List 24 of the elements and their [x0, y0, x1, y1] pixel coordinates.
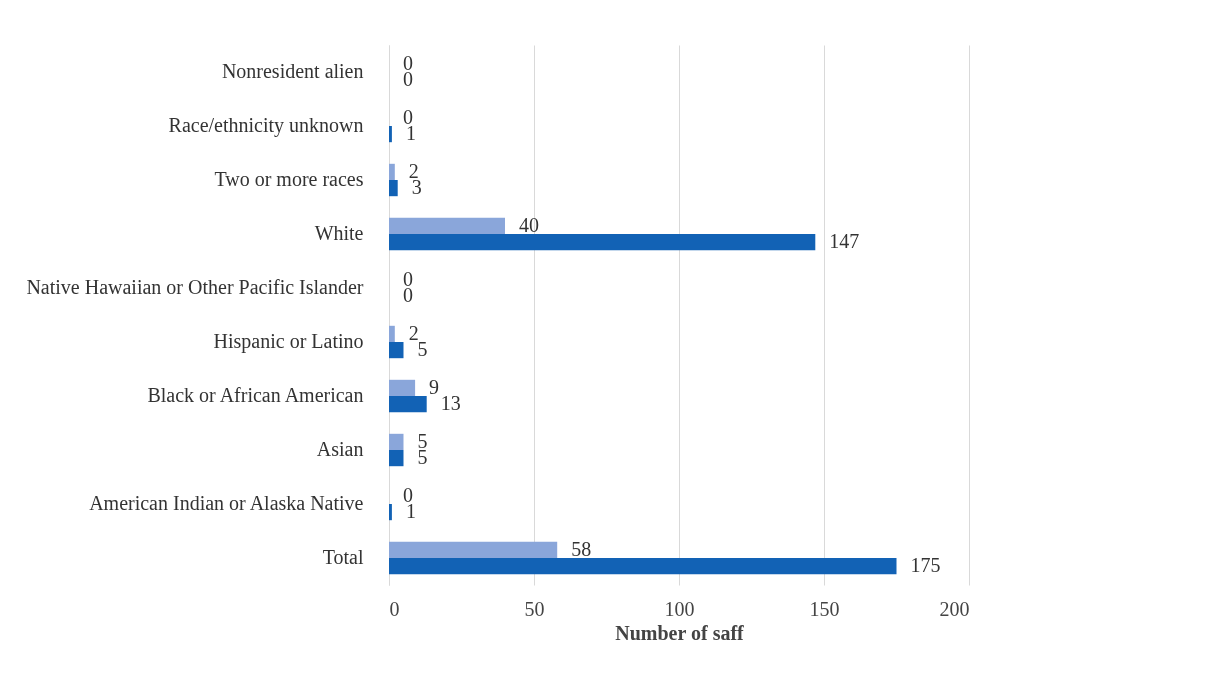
y-tick-label: Race/ethnicity unknown	[168, 114, 364, 137]
y-tick-label: Nonresident alien	[221, 60, 364, 82]
y-tick-label: Hispanic or Latino	[213, 330, 364, 353]
y-tick-label: White	[314, 222, 364, 244]
data-label: 9	[429, 375, 440, 398]
x-tick-label: 200	[939, 597, 970, 620]
y-tick-label: Two or more races	[214, 168, 364, 190]
data-label: 58	[571, 537, 592, 560]
data-label: 5	[417, 338, 428, 361]
data-label: 13	[440, 392, 461, 415]
x-axis-title: Number of saff	[615, 621, 745, 644]
data-label: 147	[829, 230, 860, 253]
y-tick-label: Black or African American	[147, 384, 364, 406]
y-tick-label: Asian	[316, 438, 364, 460]
x-tick-label: 150	[809, 597, 840, 620]
y-tick-label: Native Hawaiian or Other Pacific Islander	[26, 276, 364, 298]
data-label: 175	[910, 554, 941, 577]
y-tick-label: American Indian or Alaska Native	[89, 492, 364, 514]
x-tick-label: 0	[389, 597, 400, 620]
x-tick-label: 50	[524, 597, 545, 620]
data-label: 2	[408, 321, 419, 344]
y-tick-label: Total	[322, 546, 364, 568]
data-label: 40	[519, 213, 539, 236]
x-tick-label: 100	[664, 597, 695, 620]
